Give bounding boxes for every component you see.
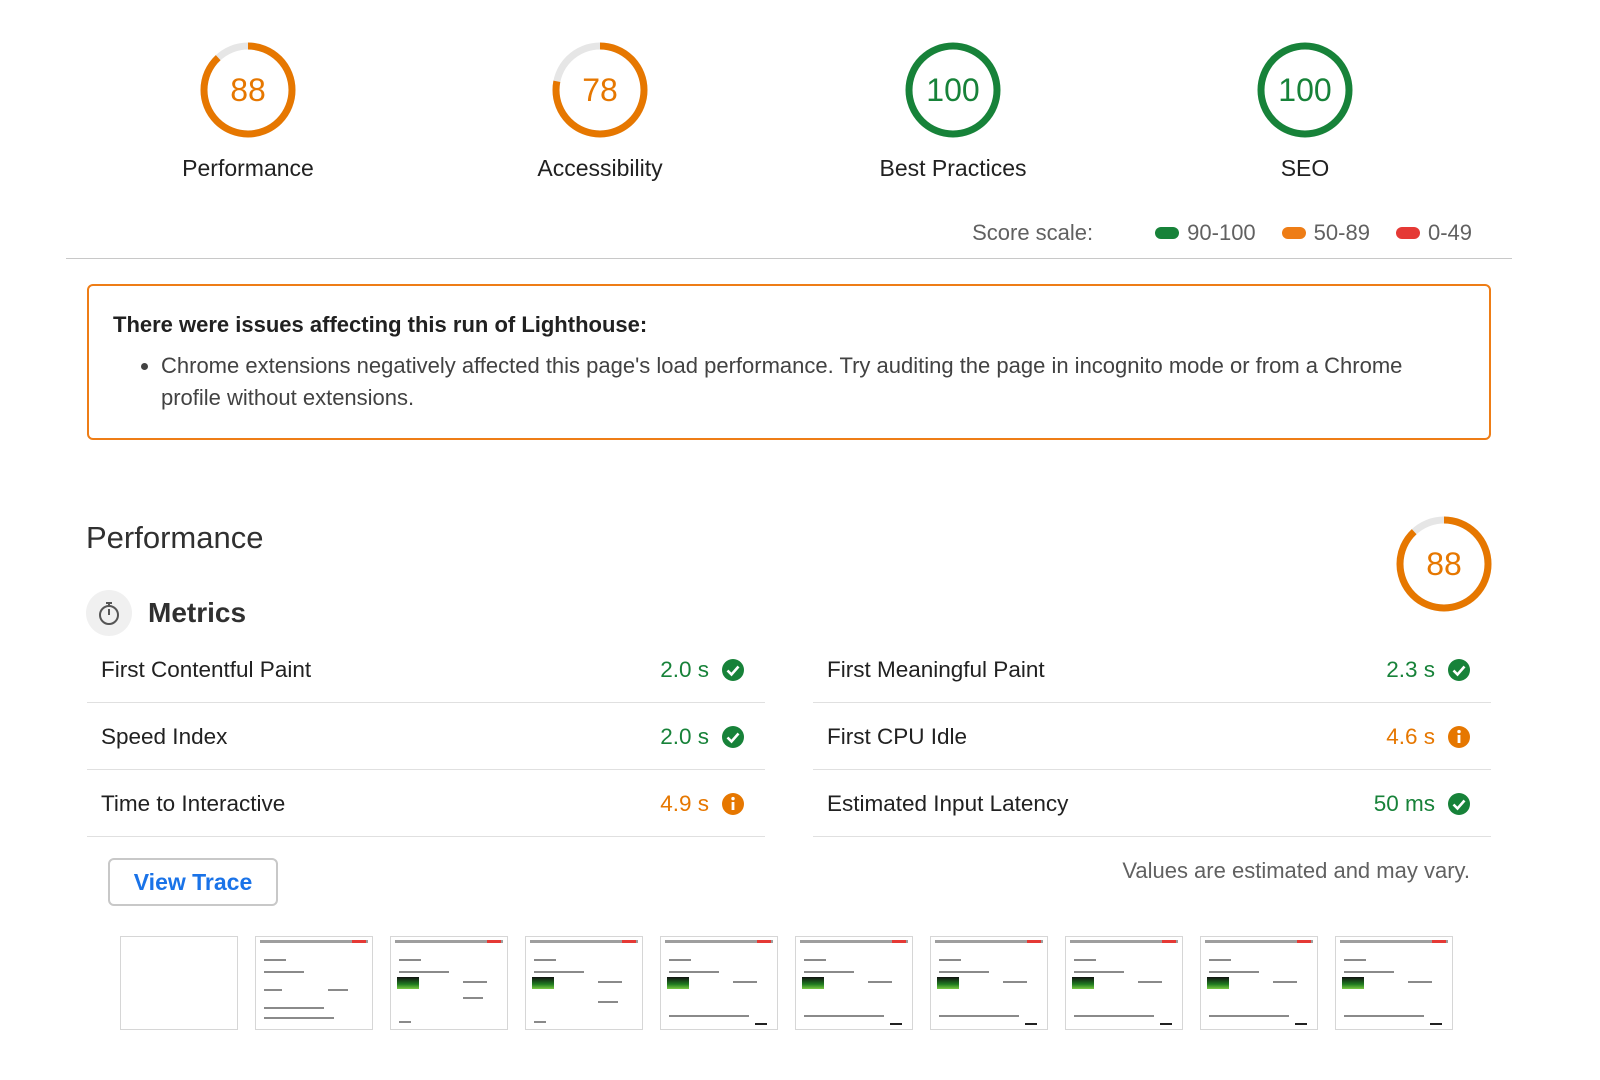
info-circle-icon xyxy=(722,793,744,815)
gauge-score: 78 xyxy=(582,72,618,108)
filmstrip-frame xyxy=(795,936,913,1030)
pass-indicator-icon xyxy=(1155,227,1180,239)
check-circle-icon xyxy=(722,659,744,681)
gauge-performance[interactable]: 88 xyxy=(200,42,296,138)
gauge-ring xyxy=(1396,516,1492,612)
filmstrip-frame xyxy=(255,936,373,1030)
performance-section-gauge: 88 xyxy=(1396,516,1492,612)
gauge-score: 100 xyxy=(926,72,980,108)
scale-average-range: 50-89 xyxy=(1313,220,1370,245)
view-trace-button[interactable]: View Trace xyxy=(108,858,278,906)
filmstrip-frame xyxy=(1200,936,1318,1030)
metric-value: 2.0 s xyxy=(660,724,709,749)
metric-time-to-interactive: Time to Interactive 4.9 s xyxy=(87,771,765,837)
metric-name: First Meaningful Paint xyxy=(827,657,1045,682)
gauge-label: SEO xyxy=(1280,155,1330,181)
gauge-label: Performance xyxy=(182,155,314,181)
check-circle-icon xyxy=(722,726,744,748)
filmstrip-frame xyxy=(120,936,238,1030)
gauge-score: 88 xyxy=(230,72,266,108)
scale-fail-range: 0-49 xyxy=(1427,220,1472,245)
metric-first-meaningful-paint: First Meaningful Paint 2.3 s xyxy=(813,637,1491,703)
metric-name: Estimated Input Latency xyxy=(827,791,1069,816)
scale-average: 50-89 xyxy=(1281,220,1370,246)
gauge-label: Best Practices xyxy=(879,155,1027,181)
metric-name: First CPU Idle xyxy=(827,724,968,749)
scale-fail: 0-49 xyxy=(1395,220,1472,246)
metric-estimated-input-latency: Estimated Input Latency 50 ms xyxy=(813,771,1491,837)
gauge-ring xyxy=(552,42,648,138)
info-circle-icon xyxy=(1448,726,1470,748)
gauge-accessibility[interactable]: 78 xyxy=(552,42,648,138)
run-warnings: There were issues affecting this run of … xyxy=(87,284,1491,440)
score-scale: Score scale: 90-100 50-89 0-49 xyxy=(972,220,1472,246)
warning-item: Chrome extensions negatively affected th… xyxy=(161,350,1465,414)
gauge-seo[interactable]: 100 xyxy=(1257,42,1353,138)
metric-value: 50 ms xyxy=(1373,791,1435,816)
metric-value: 2.0 s xyxy=(660,657,709,682)
check-circle-icon xyxy=(1448,659,1470,681)
metric-first-cpu-idle: First CPU Idle 4.6 s xyxy=(813,704,1491,770)
estimate-note: Values are estimated and may vary. xyxy=(1122,858,1470,883)
metric-speed-index: Speed Index 2.0 s xyxy=(87,704,765,770)
metric-name: Speed Index xyxy=(101,724,228,749)
score-scale-title: Score scale: xyxy=(972,220,1094,245)
metric-name: Time to Interactive xyxy=(101,791,286,816)
gauge-ring xyxy=(200,42,296,138)
filmstrip-frame xyxy=(1335,936,1453,1030)
gauge-best-practices[interactable]: 100 xyxy=(905,42,1001,138)
average-indicator-icon xyxy=(1281,227,1306,239)
filmstrip-frame xyxy=(525,936,643,1030)
scale-pass: 90-100 xyxy=(1155,220,1256,246)
gauge-score: 100 xyxy=(1278,72,1332,108)
divider xyxy=(66,258,1512,259)
metrics-title: Metrics xyxy=(148,597,247,628)
check-circle-icon xyxy=(1448,793,1470,815)
metric-value: 4.9 s xyxy=(660,791,709,816)
metrics-header: Metrics xyxy=(86,590,246,636)
filmstrip-frame xyxy=(390,936,508,1030)
metric-value: 4.6 s xyxy=(1386,724,1435,749)
fail-indicator-icon xyxy=(1395,227,1420,239)
metric-value: 2.3 s xyxy=(1386,657,1435,682)
stopwatch-icon xyxy=(86,590,132,636)
warning-list: Chrome extensions negatively affected th… xyxy=(113,350,1465,414)
metric-first-contentful-paint: First Contentful Paint 2.0 s xyxy=(87,637,765,703)
gauge-ring xyxy=(1257,42,1353,138)
filmstrip-frame xyxy=(1065,936,1183,1030)
metric-name: First Contentful Paint xyxy=(101,657,312,682)
filmstrip xyxy=(120,936,1453,1030)
scale-pass-range: 90-100 xyxy=(1187,220,1256,245)
filmstrip-frame xyxy=(660,936,778,1030)
gauge-score: 88 xyxy=(1426,546,1462,582)
gauge-ring xyxy=(905,42,1001,138)
gauge-label: Accessibility xyxy=(537,155,663,181)
warning-heading: There were issues affecting this run of … xyxy=(113,312,648,337)
filmstrip-frame xyxy=(930,936,1048,1030)
section-title: Performance xyxy=(86,520,264,555)
